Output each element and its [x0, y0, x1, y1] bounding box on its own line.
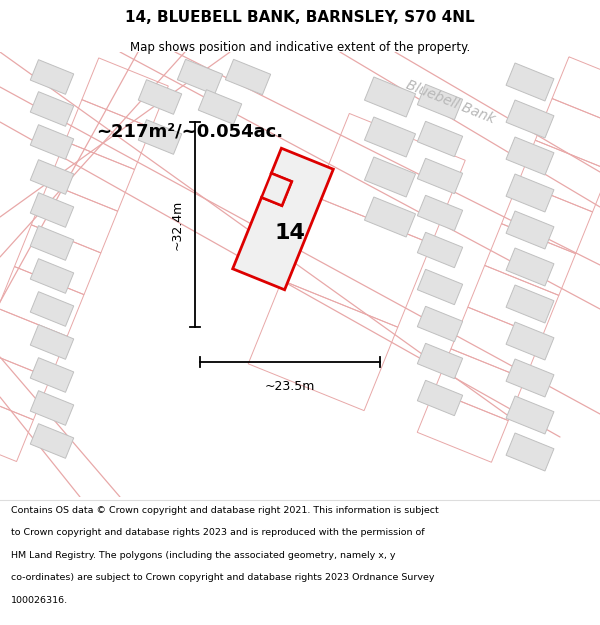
Text: to Crown copyright and database rights 2023 and is reproduced with the permissio: to Crown copyright and database rights 2…	[11, 528, 424, 538]
Polygon shape	[30, 357, 74, 392]
Polygon shape	[506, 100, 554, 138]
Polygon shape	[30, 59, 74, 94]
Polygon shape	[364, 157, 416, 197]
Text: ~217m²/~0.054ac.: ~217m²/~0.054ac.	[97, 123, 284, 141]
Polygon shape	[418, 158, 463, 194]
Polygon shape	[506, 285, 554, 323]
Polygon shape	[506, 137, 554, 175]
Polygon shape	[178, 59, 223, 95]
Polygon shape	[198, 89, 242, 124]
Polygon shape	[418, 343, 463, 379]
Polygon shape	[418, 84, 463, 120]
Polygon shape	[30, 159, 74, 194]
Polygon shape	[233, 148, 334, 290]
Text: 14, BLUEBELL BANK, BARNSLEY, S70 4NL: 14, BLUEBELL BANK, BARNSLEY, S70 4NL	[125, 11, 475, 26]
Polygon shape	[506, 433, 554, 471]
Text: Map shows position and indicative extent of the property.: Map shows position and indicative extent…	[130, 41, 470, 54]
Polygon shape	[30, 292, 74, 326]
Polygon shape	[418, 380, 463, 416]
Polygon shape	[30, 226, 74, 261]
Polygon shape	[30, 124, 74, 159]
Polygon shape	[30, 424, 74, 458]
Polygon shape	[506, 248, 554, 286]
Polygon shape	[418, 121, 463, 157]
Polygon shape	[30, 324, 74, 359]
Text: Contains OS data © Crown copyright and database right 2021. This information is : Contains OS data © Crown copyright and d…	[11, 506, 439, 515]
Text: 14: 14	[275, 222, 306, 243]
Polygon shape	[418, 232, 463, 268]
Text: ~23.5m: ~23.5m	[265, 380, 315, 393]
Polygon shape	[506, 63, 554, 101]
Polygon shape	[30, 259, 74, 293]
Text: HM Land Registry. The polygons (including the associated geometry, namely x, y: HM Land Registry. The polygons (includin…	[11, 551, 395, 560]
Polygon shape	[418, 195, 463, 231]
Text: ~32.4m: ~32.4m	[170, 199, 184, 249]
Polygon shape	[364, 77, 416, 117]
Polygon shape	[506, 396, 554, 434]
Polygon shape	[262, 173, 292, 206]
Polygon shape	[30, 92, 74, 126]
Polygon shape	[364, 197, 416, 237]
Text: co-ordinates) are subject to Crown copyright and database rights 2023 Ordnance S: co-ordinates) are subject to Crown copyr…	[11, 573, 434, 582]
Polygon shape	[506, 359, 554, 397]
Polygon shape	[364, 117, 416, 157]
Polygon shape	[506, 174, 554, 212]
Polygon shape	[226, 59, 271, 95]
Polygon shape	[418, 306, 463, 342]
Polygon shape	[138, 119, 182, 154]
Text: 100026316.: 100026316.	[11, 596, 68, 604]
Polygon shape	[30, 192, 74, 228]
Polygon shape	[418, 269, 463, 305]
Polygon shape	[30, 391, 74, 426]
Polygon shape	[506, 211, 554, 249]
Text: Bluebell Bank: Bluebell Bank	[403, 78, 497, 126]
Polygon shape	[138, 79, 182, 114]
Polygon shape	[506, 322, 554, 360]
